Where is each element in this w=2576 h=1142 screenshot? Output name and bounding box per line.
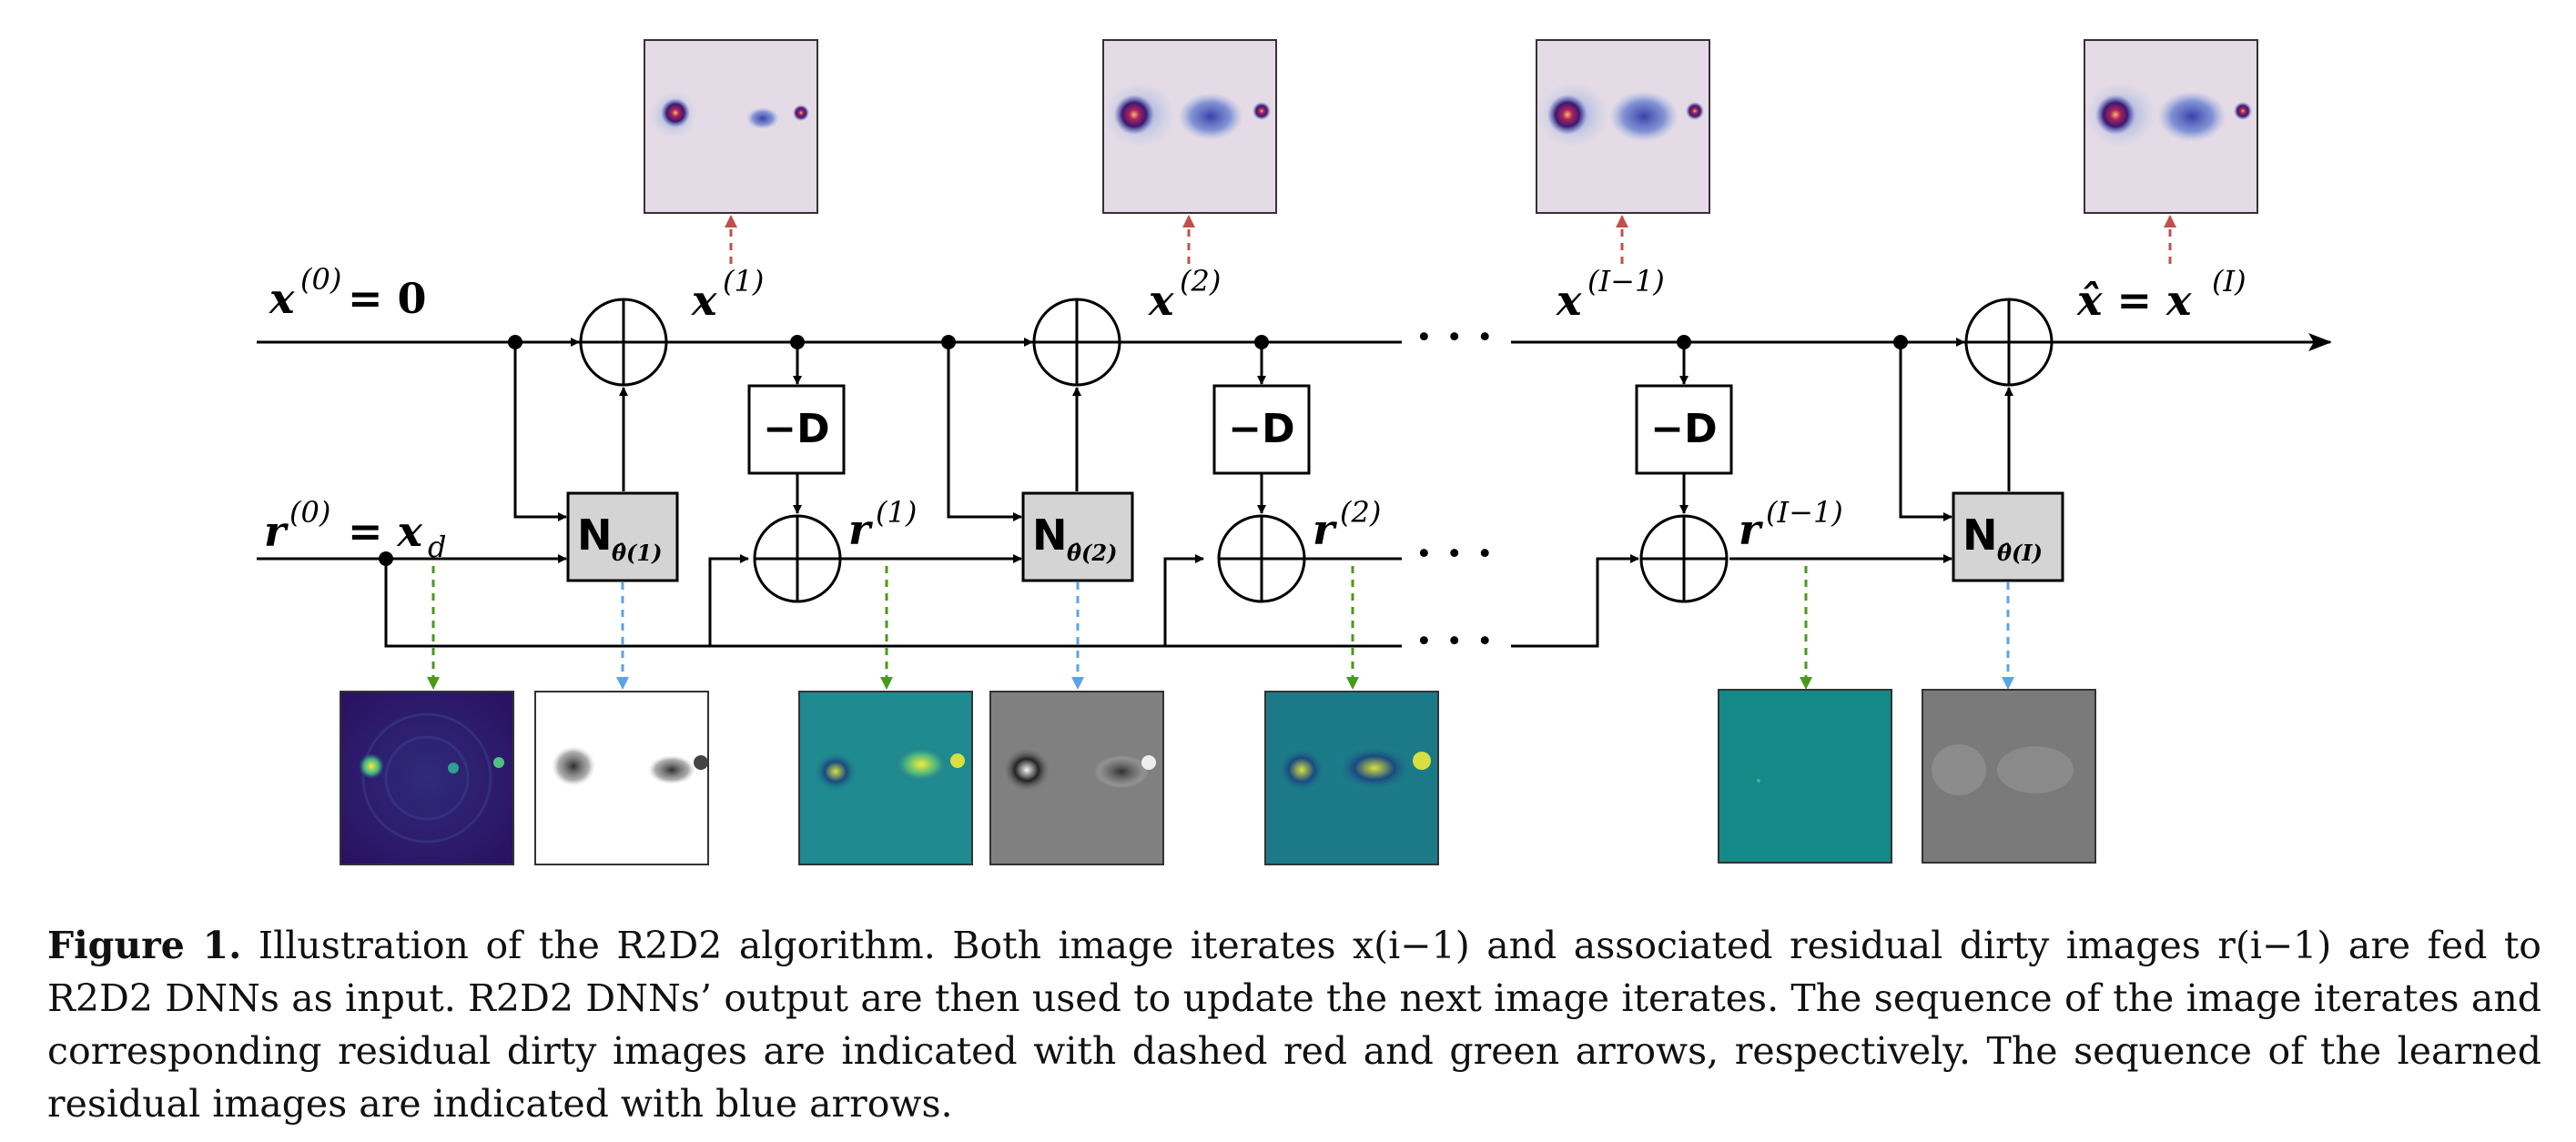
svg-text:d: d (428, 530, 446, 564)
svg-text:(2): (2) (1340, 495, 1381, 530)
label-rI1: r (I−1) (1739, 495, 1843, 554)
net-label: N (1032, 510, 1068, 560)
residual-dirty-image-I1 (1718, 689, 1892, 864)
caption-text: Illustration of the R2D2 algorithm. Both… (47, 924, 2541, 1126)
svg-text:(1): (1) (723, 264, 764, 298)
svg-text:(I−1): (I−1) (1766, 495, 1843, 530)
residual-dirty-image-1 (798, 691, 973, 865)
label-r0: r (0) = x d (264, 495, 446, 564)
svg-text:(1): (1) (876, 495, 917, 530)
ellipsis-r: · · · (1416, 528, 1493, 579)
sum-node-x1 (579, 298, 668, 387)
label-x0: x (0) = 0 (269, 262, 427, 323)
svg-text:(I−1): (I−1) (1587, 264, 1665, 298)
minus-d-label: −D (763, 406, 829, 452)
learned-residual-image-2 (989, 691, 1164, 865)
minus-d-label: −D (1650, 406, 1717, 452)
image-iterate-I (2084, 39, 2258, 214)
bypass-line (384, 554, 1639, 648)
minus-d-box-2: −D (1212, 384, 1311, 475)
figure-caption: Figure 1. Illustration of the R2D2 algor… (47, 919, 2541, 1130)
minus-d-box-1: −D (747, 384, 846, 475)
residual-dirty-image-0 (340, 691, 514, 865)
minus-d-box-3: −D (1635, 384, 1733, 475)
svg-text:r: r (1313, 505, 1338, 554)
green-dashed-arrows (427, 566, 1812, 690)
net-sub-1: θ̂(1) (612, 540, 662, 566)
network-box-1: N θ̂(1) (566, 491, 679, 582)
red-dashed-arrows (725, 215, 2176, 264)
learned-residual-image-1 (534, 691, 709, 865)
sum-node-x2 (1032, 298, 1121, 387)
r2d2-diagram: −D −D −D N θ̂(1) N θ̂(2) N θ̂(I) · · · ·… (257, 39, 2332, 865)
net-label: N (1962, 510, 1998, 560)
net-sub-I: θ̂(I) (1997, 540, 2043, 566)
network-box-I: N θ̂(I) (1952, 491, 2064, 582)
net-input-branches (513, 338, 2013, 521)
svg-text:r: r (848, 505, 874, 554)
residual-dirty-image-2 (1264, 691, 1439, 865)
label-r2: r (2) (1313, 495, 1381, 554)
label-r1: r (1) (848, 495, 917, 554)
svg-text:= x: = x (348, 507, 423, 556)
svg-text:x̂ = x: x̂ = x (2076, 276, 2192, 325)
svg-text:x: x (269, 274, 295, 323)
label-xhat: x̂ = x (I) (2076, 264, 2246, 325)
sum-node-r2 (1217, 514, 1306, 603)
figure-label: Figure 1. (47, 924, 242, 967)
svg-text:(2): (2) (1180, 264, 1221, 298)
svg-text:(0): (0) (300, 262, 341, 297)
junction-dots (379, 335, 1908, 566)
minus-d-label: −D (1228, 406, 1294, 452)
svg-text:r: r (1739, 505, 1764, 554)
image-iterate-2 (1102, 39, 1277, 214)
label-x2: x (2) (1148, 264, 1221, 325)
image-iterate-I1 (1536, 39, 1710, 214)
ellipsis-x: · · · (1416, 311, 1493, 362)
net-sub-2: θ̂(2) (1067, 540, 1117, 566)
sum-node-r1 (753, 514, 842, 603)
svg-text:x: x (691, 276, 717, 325)
label-xI1: x (I−1) (1556, 264, 1665, 325)
ellipsis-bypass: · · · (1416, 615, 1493, 666)
learned-residual-image-I (1922, 689, 2096, 864)
svg-text:x: x (1148, 276, 1174, 325)
image-iterate-1 (644, 39, 818, 214)
svg-text:(0): (0) (289, 495, 330, 530)
svg-text:(I): (I) (2212, 264, 2246, 298)
svg-text:x: x (1556, 276, 1582, 325)
sum-nodes (579, 298, 2054, 603)
network-box-2: N θ̂(2) (1021, 491, 1134, 582)
svg-text:= 0: = 0 (348, 274, 427, 323)
label-x1: x (1) (691, 264, 764, 325)
sum-node-xI (1964, 298, 2054, 387)
net-label: N (577, 510, 613, 560)
svg-text:r: r (264, 507, 289, 556)
sum-node-rI1 (1639, 514, 1729, 603)
blue-dashed-arrows (616, 582, 2014, 690)
